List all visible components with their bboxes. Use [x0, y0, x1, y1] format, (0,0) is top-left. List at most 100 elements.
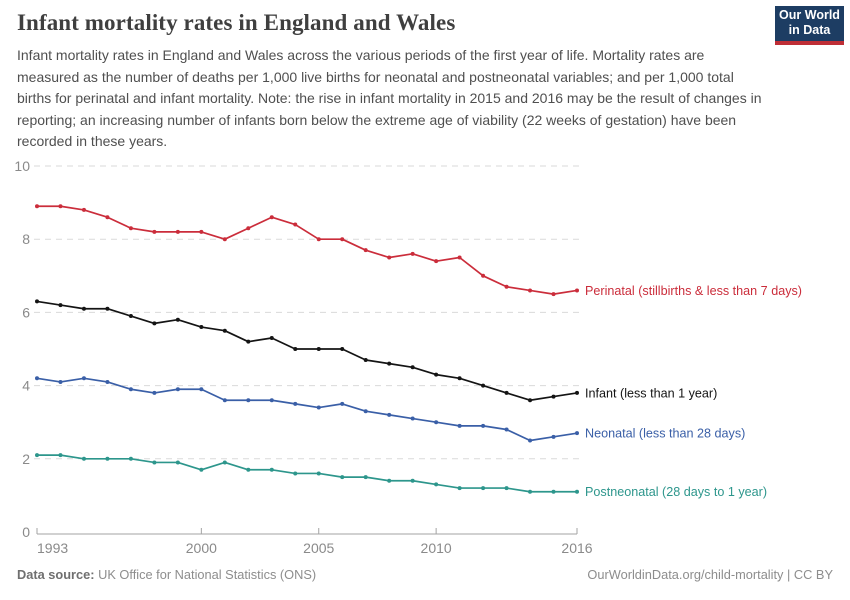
data-point	[457, 376, 462, 381]
data-point	[199, 325, 204, 330]
data-point	[551, 489, 556, 494]
data-point	[152, 460, 157, 465]
data-point	[457, 423, 462, 428]
data-point	[269, 215, 274, 220]
series-line	[37, 454, 577, 493]
data-point	[222, 237, 227, 242]
data-point	[575, 288, 579, 293]
data-point	[434, 420, 439, 425]
data-point	[434, 372, 439, 377]
data-point	[58, 379, 63, 384]
data-point	[387, 412, 392, 417]
data-point	[575, 390, 579, 395]
chart-subtitle: Infant mortality rates in England and Wa…	[17, 47, 762, 149]
data-point	[81, 207, 86, 212]
data-point	[175, 229, 180, 234]
y-axis-tick-label: 0	[22, 524, 30, 540]
data-point	[175, 317, 180, 322]
data-point	[222, 398, 227, 403]
data-point	[387, 478, 392, 483]
data-point	[175, 460, 180, 465]
data-point	[152, 390, 157, 395]
data-point	[528, 398, 533, 403]
data-point	[410, 416, 415, 421]
chart-footer: Data source: UK Office for National Stat…	[17, 567, 833, 582]
data-point	[363, 357, 368, 362]
data-point	[528, 489, 533, 494]
data-point	[363, 409, 368, 414]
data-point	[293, 347, 298, 351]
data-point	[246, 398, 251, 403]
y-axis-tick-label: 10	[14, 158, 30, 174]
data-source-label: Data source:	[17, 567, 95, 582]
series-label: Infant (less than 1 year)	[585, 386, 717, 400]
series-label: Postneonatal (28 days to 1 year)	[585, 485, 767, 499]
attribution-link[interactable]: OurWorldinData.org/child-mortality | CC …	[587, 567, 833, 582]
data-point	[387, 255, 392, 260]
data-point	[246, 467, 251, 472]
data-point	[340, 401, 345, 406]
data-point	[81, 456, 86, 461]
series-label: Perinatal (stillbirths & less than 7 day…	[585, 284, 802, 298]
data-point	[105, 379, 110, 384]
data-point	[528, 288, 533, 293]
data-point	[246, 339, 251, 344]
data-point	[434, 482, 439, 487]
data-point	[35, 204, 39, 209]
data-point	[35, 299, 39, 304]
owid-logo[interactable]: Our World in Data	[775, 6, 844, 45]
data-point	[105, 215, 110, 220]
x-axis-tick-label: 2000	[186, 540, 217, 556]
line-chart: 0 2 4 6 8 10 1993 2000 2005 2010 2016 Perinatal (st…	[14, 158, 802, 556]
data-point	[504, 486, 509, 491]
page-title: Infant mortality rates in England and Wa…	[17, 10, 456, 35]
data-point	[481, 273, 486, 278]
data-point	[316, 347, 321, 351]
data-point	[316, 471, 321, 476]
data-point	[410, 478, 415, 483]
data-point	[222, 328, 227, 333]
x-axis-tick-label: 1993	[37, 540, 68, 556]
chart-header: Infant mortality rates in England and Wa…	[17, 10, 833, 153]
data-point	[340, 347, 345, 351]
data-point	[551, 292, 556, 297]
data-point	[387, 361, 392, 366]
data-point	[434, 259, 439, 264]
data-point	[269, 398, 274, 403]
data-point	[128, 387, 133, 392]
data-point	[199, 467, 204, 472]
data-point	[81, 376, 86, 381]
data-point	[58, 303, 63, 308]
data-point	[105, 306, 110, 311]
data-point	[551, 434, 556, 439]
data-point	[316, 405, 321, 410]
data-point	[504, 427, 509, 432]
data-point	[293, 401, 298, 406]
series-label: Neonatal (less than 28 days)	[585, 427, 745, 441]
y-axis-tick-label: 4	[22, 378, 30, 394]
data-point	[410, 251, 415, 256]
data-point	[575, 431, 579, 436]
data-point	[58, 453, 63, 458]
data-point	[128, 226, 133, 231]
data-point	[105, 456, 110, 461]
data-point	[199, 229, 204, 234]
data-point	[363, 248, 368, 253]
data-point	[316, 237, 321, 242]
data-source: Data source: UK Office for National Stat…	[17, 567, 316, 582]
data-point	[222, 460, 227, 465]
data-point	[528, 438, 533, 443]
x-axis-tick-label: 2005	[303, 540, 334, 556]
data-point	[128, 314, 133, 319]
x-axis-tick-label: 2016	[561, 540, 592, 556]
data-point	[293, 471, 298, 476]
data-point	[410, 365, 415, 370]
y-axis-tick-label: 8	[22, 231, 30, 247]
data-point	[457, 486, 462, 491]
data-point	[152, 229, 157, 234]
series-line	[36, 300, 578, 402]
data-point	[481, 383, 486, 388]
data-point	[551, 394, 556, 399]
data-point	[504, 284, 509, 289]
